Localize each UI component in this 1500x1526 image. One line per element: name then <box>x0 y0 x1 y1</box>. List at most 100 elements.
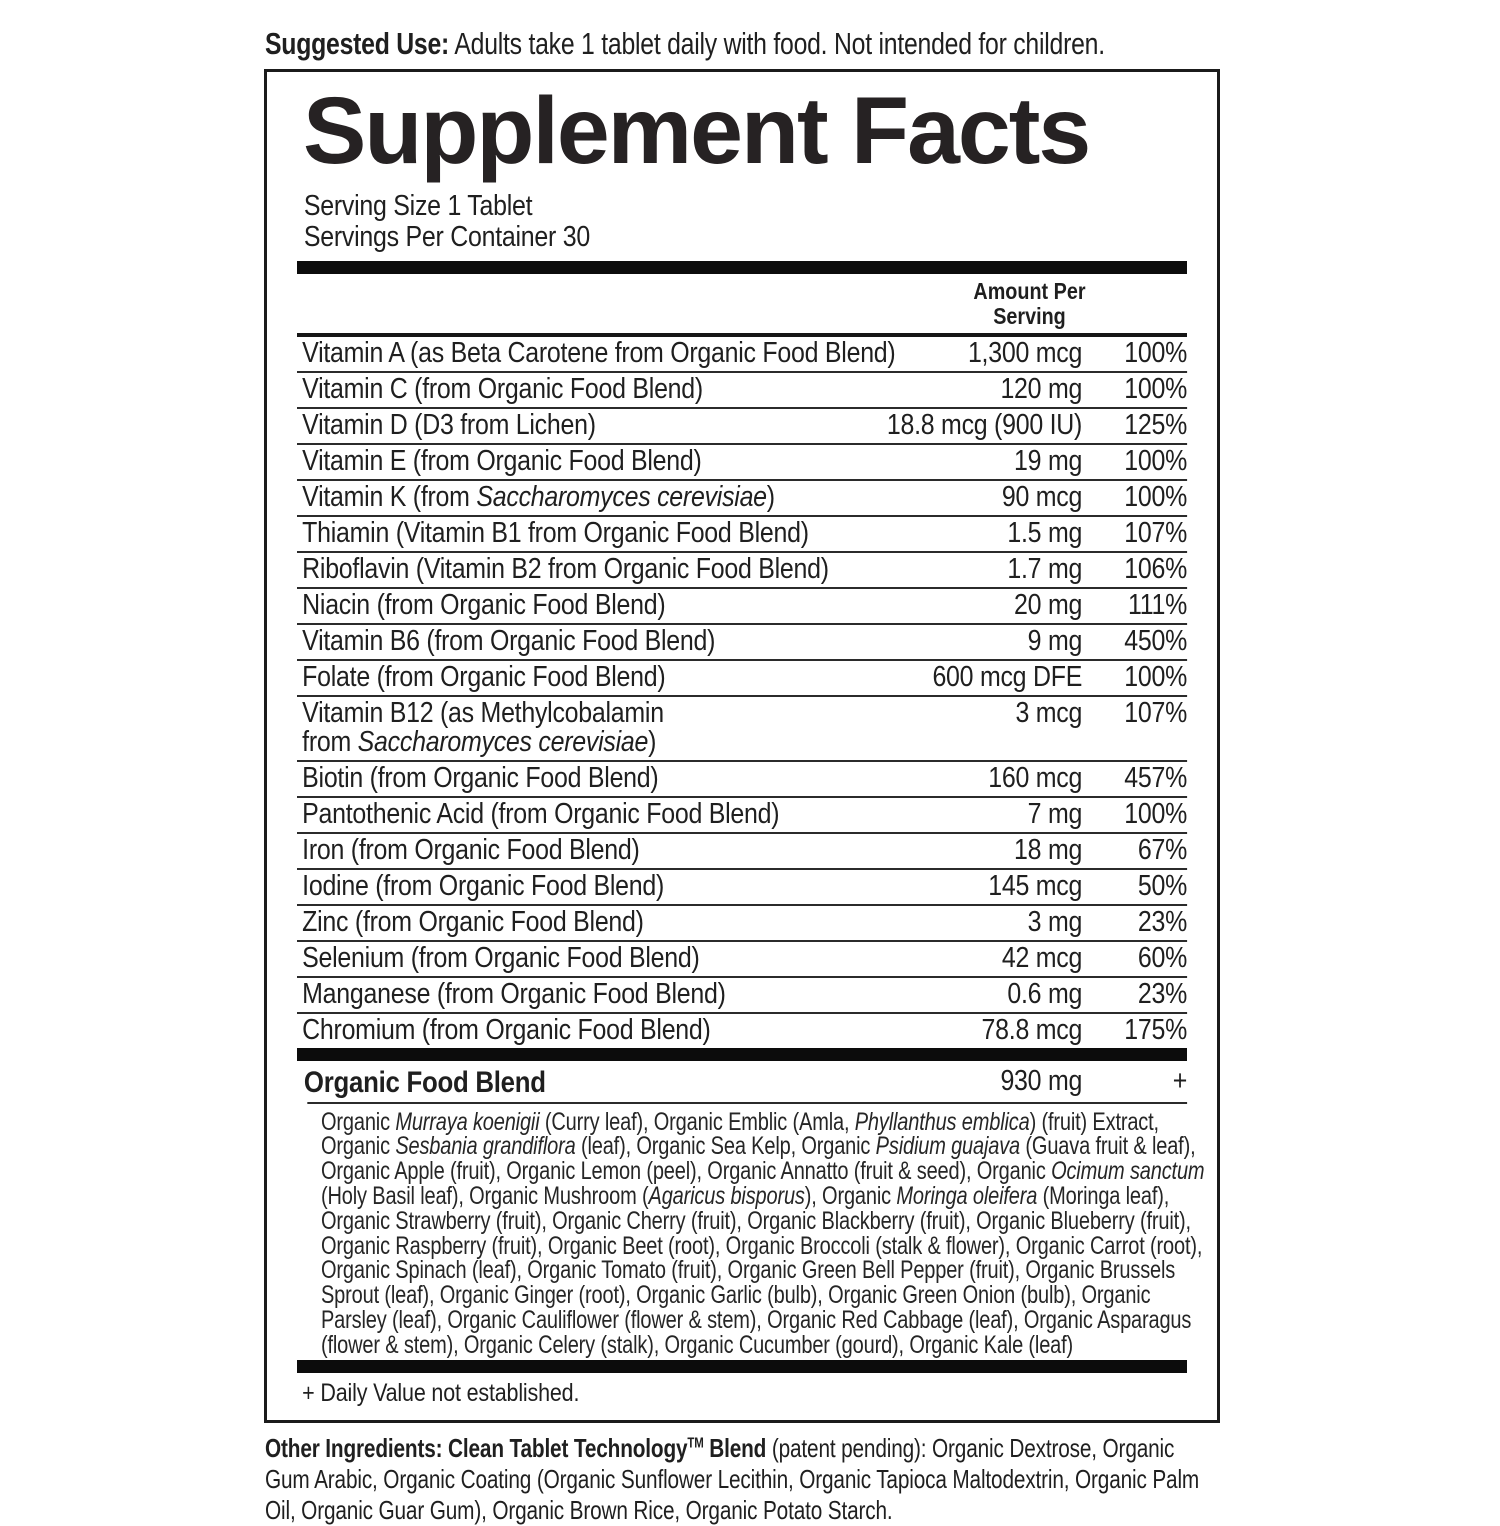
nutrient-name: Niacin (from Organic Food Blend) <box>302 588 666 621</box>
amount-header-line2: Serving <box>993 302 1066 329</box>
nutrient-row: Zinc (from Organic Food Blend) 3 mg 23% <box>297 906 1187 942</box>
nutrient-amount: 78.8 mcg <box>981 1013 1083 1046</box>
nutrient-row: Vitamin B12 (as Methylcobalamin from Sacc… <box>297 697 1187 762</box>
nutrient-dv: 175% <box>1124 1013 1188 1046</box>
trademark-symbol: TM <box>687 1434 704 1451</box>
nutrient-name: Thiamin (Vitamin B1 from Organic Food Bl… <box>302 516 809 549</box>
blend-rule <box>307 1101 1188 1104</box>
nutrient-name: Biotin (from Organic Food Blend) <box>302 761 659 794</box>
blend-ingredients: Organic Murraya koenigii (Curry leaf), O… <box>321 1107 1205 1359</box>
nutrient-amount: 7 mg <box>1027 797 1083 830</box>
nutrient-name: Chromium (from Organic Food Blend) <box>302 1013 711 1046</box>
nutrient-amount: 145 mcg <box>988 869 1083 902</box>
nutrient-dv: 100% <box>1124 336 1188 369</box>
nutrient-amount: 3 mg <box>1027 905 1083 938</box>
nutrient-amount: 600 mcg DFE <box>932 660 1083 693</box>
nutrient-row: Selenium (from Organic Food Blend) 42 mcg… <box>297 942 1187 978</box>
nutrient-row: Niacin (from Organic Food Blend) 20 mg 111… <box>297 589 1187 625</box>
nutrient-row: Vitamin A (as Beta Carotene from Organic… <box>297 337 1187 373</box>
nutrient-name: Selenium (from Organic Food Blend) <box>302 941 700 974</box>
nutrient-row: Vitamin E (from Organic Food Blend) 19 mg… <box>297 445 1187 481</box>
nutrient-name: Riboflavin (Vitamin B2 from Organic Food… <box>302 552 829 585</box>
label-page: Suggested Use: Adults take 1 tablet dail… <box>264 26 1220 1526</box>
servings-per-container: Servings Per Container 30 <box>303 221 590 253</box>
blend-name: Organic Food Blend <box>303 1065 546 1099</box>
nutrient-amount: 0.6 mg <box>1007 977 1083 1010</box>
nutrient-amount: 3 mcg <box>1015 696 1083 729</box>
nutrient-row: Iron (from Organic Food Blend) 18 mg 67% <box>297 834 1187 870</box>
amount-per-serving-header: Amount Per Serving <box>973 274 1085 333</box>
nutrient-amount: 18.8 mcg (900 IU) <box>886 408 1083 441</box>
header-rule <box>297 332 1187 337</box>
column-header-row: Amount Per Serving <box>297 274 1187 333</box>
nutrient-name: Vitamin E (from Organic Food Blend) <box>302 444 702 477</box>
serving-size: Serving Size 1 Tablet <box>303 190 533 222</box>
other-ingredients: Other Ingredients: Clean Tablet Technolo… <box>265 1433 1221 1526</box>
amount-header-line1: Amount Per <box>973 278 1086 304</box>
nutrient-row: Vitamin B6 (from Organic Food Blend) 9 mg… <box>297 625 1187 661</box>
suggested-use: Suggested Use: Adults take 1 tablet dail… <box>265 26 1221 62</box>
nutrient-name: Iodine (from Organic Food Blend) <box>302 869 665 902</box>
nutrient-name: Vitamin B6 (from Organic Food Blend) <box>302 624 716 657</box>
nutrient-amount: 120 mg <box>1000 372 1083 405</box>
panel-title: Supplement Facts <box>303 78 1091 184</box>
nutrient-name: Vitamin D (D3 from Lichen) <box>302 408 596 441</box>
nutrient-name: Iron (from Organic Food Blend) <box>302 833 640 866</box>
nutrient-name: Vitamin A (as Beta Carotene from Organic… <box>302 336 896 369</box>
nutrient-amount: 1.7 mg <box>1007 552 1083 585</box>
nutrient-amount: 160 mcg <box>988 761 1083 794</box>
nutrient-name: Vitamin B12 (as Methylcobalamin from Sacc… <box>302 696 664 758</box>
nutrient-dv: 111% <box>1127 588 1188 621</box>
nutrient-dv: 100% <box>1124 372 1188 405</box>
nutrient-name: Vitamin C (from Organic Food Blend) <box>302 372 703 405</box>
nutrient-row: Riboflavin (Vitamin B2 from Organic Food… <box>297 553 1187 589</box>
nutrient-row: Folate (from Organic Food Blend) 600 mcg … <box>297 661 1187 697</box>
nutrient-row: Vitamin K (from Saccharomyces cerevisiae… <box>297 481 1187 517</box>
nutrient-amount: 18 mg <box>1014 833 1083 866</box>
nutrient-row: Biotin (from Organic Food Blend) 160 mcg 4… <box>297 762 1187 798</box>
nutrient-dv: 106% <box>1124 552 1188 585</box>
blend-dv: + <box>1172 1064 1188 1097</box>
nutrient-row: Vitamin D (D3 from Lichen) 18.8 mcg (900 … <box>297 409 1187 445</box>
nutrient-dv: 107% <box>1124 696 1188 729</box>
nutrient-row: Pantothenic Acid (from Organic Food Blen… <box>297 798 1187 834</box>
nutrient-name: Vitamin K (from Saccharomyces cerevisiae… <box>302 480 775 513</box>
nutrient-amount: 19 mg <box>1014 444 1083 477</box>
nutrient-row: Thiamin (Vitamin B1 from Organic Food Bl… <box>297 517 1187 553</box>
nutrient-dv: 23% <box>1137 977 1188 1010</box>
blend-section: Organic Food Blend 930 mg + <box>297 1061 1187 1104</box>
other-ingredients-bold-prefix: Other Ingredients: Clean Tablet Technolo… <box>265 1432 688 1463</box>
nutrient-amount: 9 mg <box>1027 624 1083 657</box>
other-ingredients-label: Other Ingredients: Clean Tablet Technolo… <box>265 1433 766 1463</box>
nutrient-dv: 100% <box>1124 797 1188 830</box>
nutrient-name: Manganese (from Organic Food Blend) <box>302 977 726 1010</box>
nutrient-name: Pantothenic Acid (from Organic Food Blen… <box>302 797 780 830</box>
nutrient-amount: 1.5 mg <box>1007 516 1083 549</box>
nutrient-dv: 125% <box>1124 408 1188 441</box>
other-ingredients-bold-suffix: Blend <box>703 1432 767 1463</box>
nutrient-dv: 23% <box>1137 905 1188 938</box>
nutrient-row: Iodine (from Organic Food Blend) 145 mcg 5… <box>297 870 1187 906</box>
suggested-use-text: Adults take 1 tablet daily with food. No… <box>449 26 1105 61</box>
nutrient-dv: 100% <box>1124 660 1188 693</box>
divider-bar-blend <box>297 1047 1187 1061</box>
footnote: + Daily Value not established. <box>302 1378 580 1407</box>
supplement-facts-panel: Supplement Facts Serving Size 1 Tablet S… <box>264 69 1220 1423</box>
blend-amount: 930 mg <box>1000 1064 1083 1097</box>
suggested-use-label: Suggested Use: <box>265 26 450 61</box>
blend-row: Organic Food Blend 930 mg + <box>297 1061 1187 1102</box>
nutrient-dv: 100% <box>1124 480 1188 513</box>
nutrient-row: Manganese (from Organic Food Blend) 0.6 m… <box>297 978 1187 1014</box>
nutrient-amount: 20 mg <box>1014 588 1083 621</box>
nutrient-name: Zinc (from Organic Food Blend) <box>302 905 644 938</box>
nutrient-dv: 457% <box>1124 761 1188 794</box>
nutrient-dv: 60% <box>1137 941 1188 974</box>
nutrient-name: Folate (from Organic Food Blend) <box>302 660 666 693</box>
nutrient-dv: 107% <box>1124 516 1188 549</box>
nutrient-dv: 67% <box>1137 833 1188 866</box>
nutrient-amount: 90 mcg <box>1001 480 1083 513</box>
nutrient-row: Chromium (from Organic Food Blend) 78.8 m… <box>297 1014 1187 1048</box>
divider-bar-footnote <box>297 1359 1187 1373</box>
nutrient-row: Vitamin C (from Organic Food Blend) 120 m… <box>297 373 1187 409</box>
nutrient-amount: 42 mcg <box>1001 941 1083 974</box>
